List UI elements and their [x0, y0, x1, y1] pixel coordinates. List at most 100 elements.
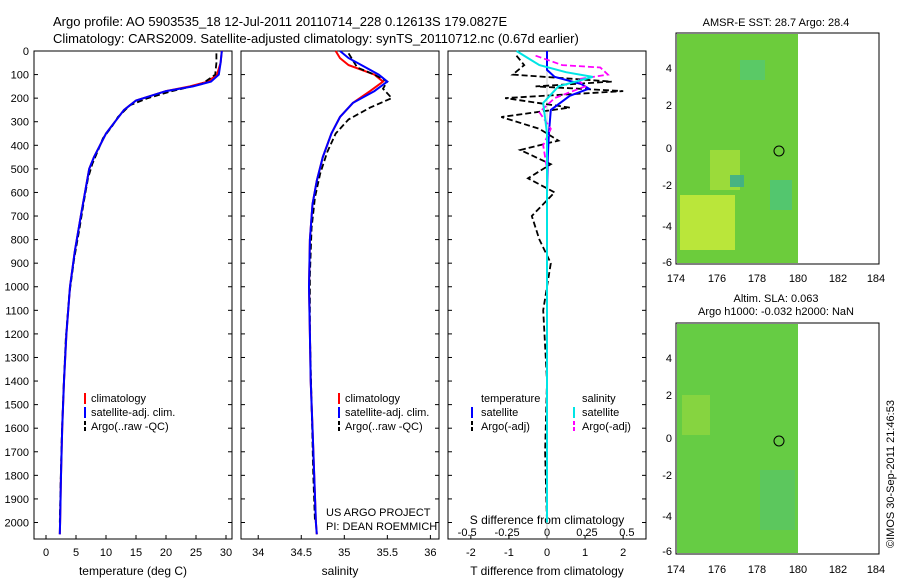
sst-xtick-label: 180 — [789, 273, 807, 285]
x-tick-label: 30 — [220, 547, 232, 559]
x-tick-label: 34 — [252, 547, 264, 559]
depth-tick-label: 300 — [11, 117, 29, 129]
depth-tick-label: 500 — [11, 164, 29, 176]
sla-map-teal-patch — [760, 470, 795, 530]
depth-tick-label: 800 — [11, 235, 29, 247]
sst-map-teal-patch — [740, 60, 765, 80]
imos-footer: ©IMOS 30-Sep-2011 21:46:53 — [885, 400, 897, 548]
sst-xtick-label: 184 — [867, 273, 885, 285]
depth-tick-label: 1600 — [5, 423, 29, 435]
depth-tick-label: 1000 — [5, 282, 29, 294]
header-line-2: Climatology: CARS2009. Satellite-adjuste… — [53, 31, 579, 46]
sla-xtick-label: 180 — [789, 564, 807, 576]
x-tick-label: 35 — [338, 547, 350, 559]
x-tick-label: 10 — [100, 547, 112, 559]
x-tick-label: 0 — [43, 547, 49, 559]
sla-xtick-label: 174 — [667, 564, 685, 576]
sst-map-warm-patch — [680, 195, 735, 250]
depth-tick-label: 1300 — [5, 352, 29, 364]
s-diff-tick-label: -0.25 — [495, 527, 520, 539]
header-line-1: Argo profile: AO 5903535_18 12-Jul-2011 … — [53, 14, 507, 29]
sst-xtick-label: 178 — [748, 273, 766, 285]
sst-ytick-label: 0 — [666, 143, 672, 155]
x-tick-label: 15 — [130, 547, 142, 559]
x-tick-label: 34.5 — [291, 547, 312, 559]
sla-ytick-label: 4 — [666, 353, 672, 365]
data-lines — [58, 50, 624, 539]
sst-ytick-label: -4 — [662, 221, 672, 233]
depth-tick-label: 1200 — [5, 329, 29, 341]
sst-map-title: AMSR-E SST: 28.7 Argo: 28.4 — [703, 17, 850, 29]
sla-ytick-label: -4 — [662, 511, 672, 523]
legend-argo-label: Argo(..raw -QC) — [91, 421, 169, 433]
sst-ytick-label: -2 — [662, 180, 672, 192]
s-diff-tick-label: 0.5 — [619, 527, 634, 539]
x-tick-label: -2 — [466, 547, 476, 559]
legend-sal-satellite-label: satellite — [582, 407, 619, 419]
depth-tick-label: 1400 — [5, 376, 29, 388]
legend-climatology-label: climatology — [345, 393, 401, 405]
depth-tick-label: 0 — [23, 46, 29, 58]
sla-xtick-label: 178 — [748, 564, 766, 576]
sdiff-satellite-line — [515, 50, 593, 523]
legend-climatology-label: climatology — [91, 393, 147, 405]
temperature-panel: temperature (deg C) climatology satellit… — [33, 50, 233, 578]
legend-temp-satellite-label: satellite — [481, 407, 518, 419]
legend-sal-argo-label: Argo(-adj) — [582, 421, 631, 433]
depth-tick-label: 1700 — [5, 447, 29, 459]
salinity-xlabel: salinity — [322, 564, 359, 578]
sla-map-title-2: Argo h1000: -0.032 h2000: NaN — [698, 306, 854, 318]
sla-map-light-patch — [682, 395, 710, 435]
legend-satellite-label: satellite-adj. clim. — [345, 407, 429, 419]
sla-ytick-label: -6 — [662, 546, 672, 558]
difference-legend: temperature satellite Argo(-adj) salinit… — [471, 393, 631, 433]
temperature-legend: climatology satellite-adj. clim. Argo(..… — [84, 393, 175, 433]
temp-satellite-line — [58, 50, 223, 535]
x-tick-label: 35.5 — [377, 547, 398, 559]
x-tick-label: -1 — [504, 547, 514, 559]
legend-argo-label: Argo(..raw -QC) — [345, 421, 423, 433]
salinity-axes-frame — [240, 50, 440, 540]
x-tick-label: 5 — [73, 547, 79, 559]
x-tick-label: 1 — [582, 547, 588, 559]
sla-ytick-label: -2 — [662, 470, 672, 482]
depth-tick-label: 600 — [11, 187, 29, 199]
x-tick-label: 2 — [620, 547, 626, 559]
legend-satellite-label: satellite-adj. clim. — [91, 407, 175, 419]
x-tick-label: 20 — [160, 547, 172, 559]
sst-ytick-label: 2 — [666, 100, 672, 112]
x-tick-label: 25 — [190, 547, 202, 559]
sal-satellite-line — [307, 50, 389, 535]
depth-tick-label: 100 — [11, 70, 29, 82]
depth-tick-label: 700 — [11, 211, 29, 223]
sla-ytick-label: 2 — [666, 390, 672, 402]
s-diff-tick-label: 0.25 — [576, 527, 597, 539]
sla-map: Altim. SLA: 0.063 Argo h1000: -0.032 h20… — [662, 293, 885, 576]
sla-float-marker — [773, 435, 785, 447]
temperature-axes-frame — [33, 50, 233, 540]
x-tick-label: 0 — [544, 547, 550, 559]
sst-ytick-label: 4 — [666, 63, 672, 75]
sst-map-teal-patch — [730, 175, 744, 187]
credit-project: US ARGO PROJECT — [326, 507, 431, 519]
temperature-xlabel: temperature (deg C) — [79, 564, 187, 578]
sst-xtick-label: 176 — [708, 273, 726, 285]
sst-xtick-label: 182 — [829, 273, 847, 285]
depth-tick-label: 1500 — [5, 400, 29, 412]
depth-tick-label: 2000 — [5, 517, 29, 529]
sla-xtick-label: 184 — [867, 564, 885, 576]
depth-tick-label: 1800 — [5, 470, 29, 482]
depth-tick-label: 1100 — [5, 305, 29, 317]
sst-ytick-label: -6 — [662, 257, 672, 269]
x-tick-label: 36 — [424, 547, 436, 559]
salinity-legend: climatology satellite-adj. clim. Argo(..… — [338, 393, 429, 433]
sst-map-teal-patch — [770, 180, 792, 210]
s-diff-tick-label: -0.5 — [458, 527, 477, 539]
sst-float-marker — [773, 145, 785, 157]
difference-xlabel: T difference from climatology — [470, 564, 624, 578]
sla-xtick-label: 182 — [829, 564, 847, 576]
legend-temp-argo-label: Argo(-adj) — [481, 421, 530, 433]
salinity-panel: salinity climatology satellite-adj. clim… — [240, 50, 440, 578]
legend-salinity-title: salinity — [582, 393, 616, 405]
